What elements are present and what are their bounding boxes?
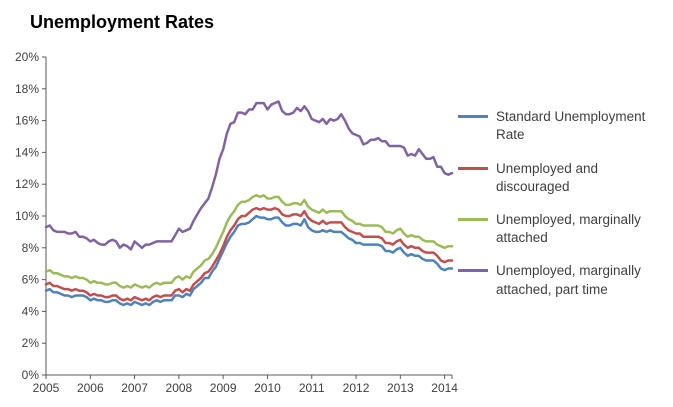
x-axis-tick-label: 2005 [33,381,60,395]
legend-swatch [458,166,488,170]
legend-swatch [458,218,488,221]
y-axis-tick-label: 20% [15,50,39,64]
x-axis-tick-label: 2011 [299,381,325,395]
x-axis-tick-label: 2007 [121,381,148,395]
legend-label: Unemployed, marginally attached [496,212,641,246]
legend-swatch [458,115,488,119]
y-axis-tick-label: 10% [15,209,39,223]
y-axis-tick-label: 16% [15,114,39,128]
y-axis-tick-label: 4% [22,304,40,318]
x-axis-tick-label: 2014 [431,381,458,395]
legend: Standard Unemployment Rate Unemployed and… [458,0,670,407]
series-line-2 [44,194,454,289]
x-axis-tick-label: 2013 [387,381,414,395]
y-axis-tick-label: 0% [22,368,40,382]
legend-item: Unemployed, marginally attached, part ti… [458,262,670,298]
x-axis-tick-label: 2006 [77,381,104,395]
x-axis-tick-label: 2012 [343,381,370,395]
legend-label: Unemployed and discouraged [496,160,599,194]
legend-item: Standard Unemployment Rate [458,108,670,144]
legend-item: Unemployed and discouraged [458,160,670,196]
x-axis-tick-label: 2008 [166,381,193,395]
legend-item: Unemployed, marginally attached [458,211,670,247]
y-axis-tick-label: 18% [15,82,39,96]
y-axis-tick-label: 6% [22,273,40,287]
legend-label: Standard Unemployment Rate [496,109,646,143]
y-axis-tick-label: 12% [15,177,39,191]
y-axis-tick-label: 8% [22,241,40,255]
chart-title: Unemployment Rates [30,12,215,32]
x-axis-tick-label: 2010 [254,381,281,395]
series-line-1 [44,206,454,302]
legend-swatch [458,269,488,273]
legend-label: Unemployed, marginally attached, part ti… [496,263,641,297]
series-line-0 [44,214,454,307]
x-axis-tick-label: 2009 [210,381,237,395]
series-line-3 [44,100,454,251]
y-axis-tick-label: 2% [22,336,40,350]
y-axis-tick-label: 14% [15,145,39,159]
